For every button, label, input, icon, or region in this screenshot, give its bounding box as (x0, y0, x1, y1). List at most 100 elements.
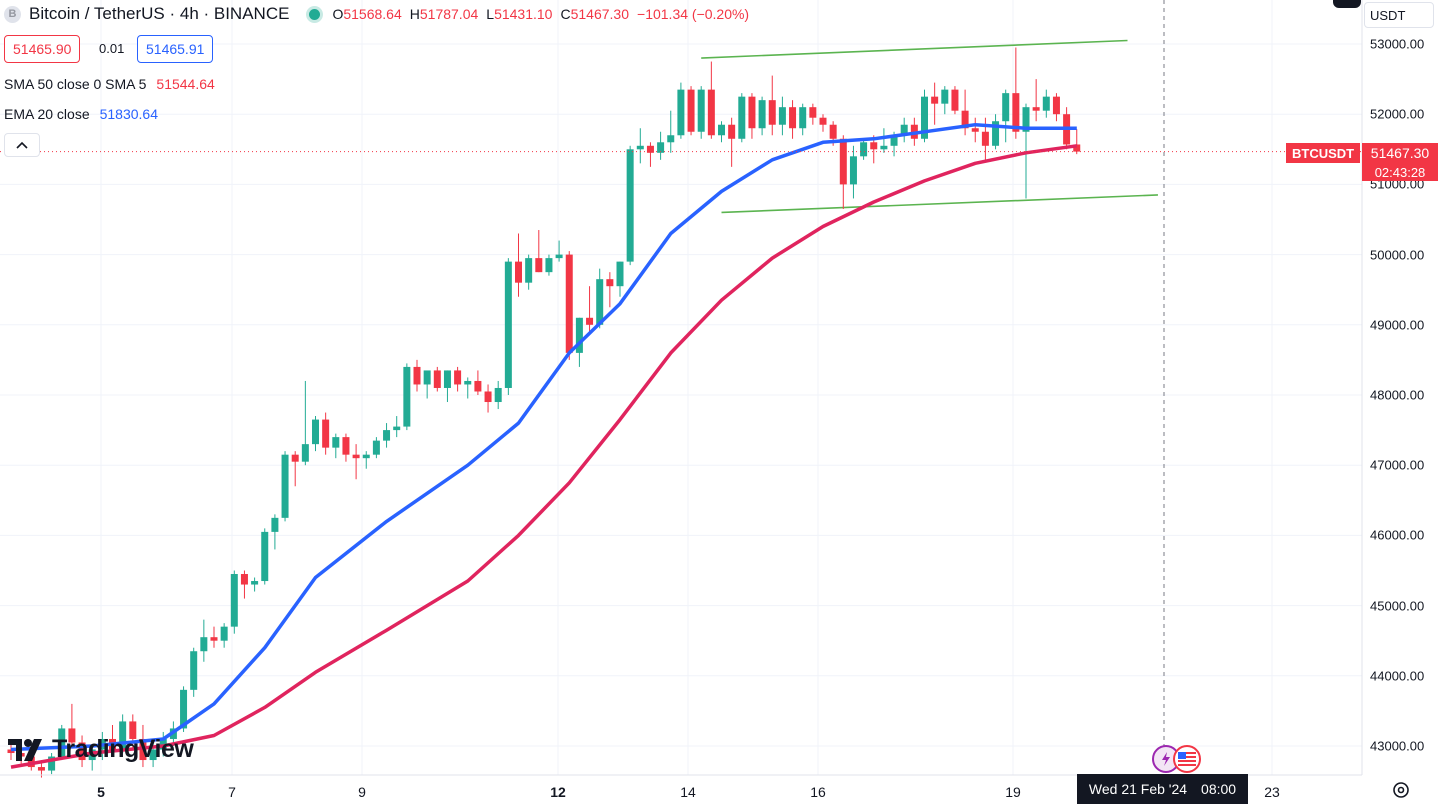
bitcoin-icon: B (4, 5, 21, 23)
candle-body (596, 279, 604, 325)
screenshot-icon[interactable] (1333, 0, 1361, 8)
candle-body (880, 145, 888, 150)
time-tick-label: 23 (1264, 784, 1280, 800)
candle-body (119, 721, 127, 750)
candle-body (494, 387, 502, 403)
candle-body (626, 149, 634, 262)
candle-body (37, 767, 45, 771)
candle-body (454, 370, 462, 385)
candle-body (322, 419, 330, 448)
time-tick-label: 14 (680, 784, 696, 800)
candle-body (78, 742, 86, 761)
candle-body (312, 419, 319, 445)
candle-body (545, 258, 553, 273)
price-tick-label: 45000.00 (1370, 598, 1425, 614)
candle-body (575, 317, 583, 353)
candle-body (352, 454, 360, 459)
candle-body (1002, 93, 1010, 122)
buy-button[interactable]: 51465.91 (137, 35, 214, 63)
price-tick-label: 44000.00 (1370, 668, 1425, 684)
candle-body (68, 728, 76, 743)
us-flag-event-icon[interactable] (1173, 745, 1201, 773)
candle-body (667, 135, 675, 143)
time-tick-label: 19 (1005, 784, 1021, 800)
candle-body (941, 89, 949, 104)
tradingview-logo[interactable]: TradingView (8, 735, 194, 764)
time-tick-label: 16 (810, 784, 826, 800)
settings-gear-icon[interactable] (1391, 780, 1411, 800)
ohlc-close: C51467.30 (560, 6, 630, 22)
candle-body (393, 426, 401, 431)
candle-body (251, 581, 259, 585)
candle-body (819, 117, 827, 125)
ohlc-low: L51431.10 (486, 6, 553, 22)
crosshair-date-label: Wed 21 Feb '24 08:00 (1077, 774, 1248, 804)
candle-body (616, 261, 624, 287)
price-tick-label: 50000.00 (1370, 247, 1425, 263)
symbol-title[interactable]: Bitcoin / TetherUS · 4h · BINANCE (29, 4, 290, 23)
candle-body (738, 96, 746, 139)
candle-body (768, 100, 776, 125)
spread-value: 0.01 (99, 41, 125, 56)
candle-body (697, 89, 705, 132)
candle-body (586, 317, 594, 325)
candle-body (951, 89, 959, 111)
candle-body (900, 124, 908, 136)
symbol-price-tag: BTCUSDT (1286, 143, 1361, 163)
candle-body (281, 454, 289, 518)
price-tick-label: 53000.00 (1370, 36, 1425, 52)
symbol-legend[interactable]: B Bitcoin / TetherUS · 4h · BINANCE O515… (4, 4, 757, 24)
candle-body (464, 380, 472, 385)
candle-body (707, 89, 715, 136)
candle-body (200, 637, 208, 652)
price-tick-label: 48000.00 (1370, 387, 1425, 403)
candle-body (7, 749, 15, 754)
candle-body (921, 96, 928, 139)
candle-body (240, 574, 248, 585)
candle-body (799, 107, 807, 129)
candle-body (190, 651, 198, 690)
candle-body (261, 531, 269, 582)
candle-body (961, 110, 969, 129)
candle-body (129, 721, 137, 739)
candle-body (1073, 144, 1081, 152)
candle-body (515, 261, 522, 283)
candle-body (291, 454, 299, 462)
ohlc-change: −101.34 (−0.20%) (637, 6, 750, 22)
candle-body (758, 100, 766, 129)
candle-body (535, 258, 543, 273)
price-tick-label: 47000.00 (1370, 457, 1425, 473)
ema-legend[interactable]: EMA 20 close 51830.64 (4, 106, 158, 122)
time-tick-label: 7 (228, 784, 236, 800)
trend-line[interactable] (721, 194, 1158, 214)
candle-body (778, 107, 786, 125)
candle-body (890, 135, 898, 146)
candle-body (1052, 96, 1060, 115)
candle-body (383, 430, 391, 441)
candle-body (555, 254, 563, 259)
currency-selector[interactable]: USDT (1364, 2, 1434, 28)
candle-body (362, 454, 370, 459)
candle-body (332, 437, 340, 448)
candle-body (636, 145, 644, 150)
sma-50-line (10, 144, 1078, 769)
ema-value: 51830.64 (99, 106, 159, 122)
collapse-legend-button[interactable] (4, 133, 40, 157)
candle-body (646, 145, 654, 153)
trend-line[interactable] (701, 39, 1128, 59)
time-tick-label: 9 (358, 784, 366, 800)
sma-legend[interactable]: SMA 50 close 0 SMA 5 51544.64 (4, 76, 215, 92)
candle-body (48, 756, 56, 771)
candle-body (565, 254, 573, 353)
sell-button[interactable]: 51465.90 (4, 35, 81, 63)
candle-body (809, 107, 817, 118)
candle-body (1022, 107, 1030, 132)
candle-body (433, 370, 441, 388)
candle-body (372, 440, 380, 455)
candle-body (443, 370, 451, 388)
candle-body (657, 142, 665, 153)
candle-body (180, 689, 188, 729)
candle-body (677, 89, 685, 136)
candle-body (230, 574, 238, 627)
